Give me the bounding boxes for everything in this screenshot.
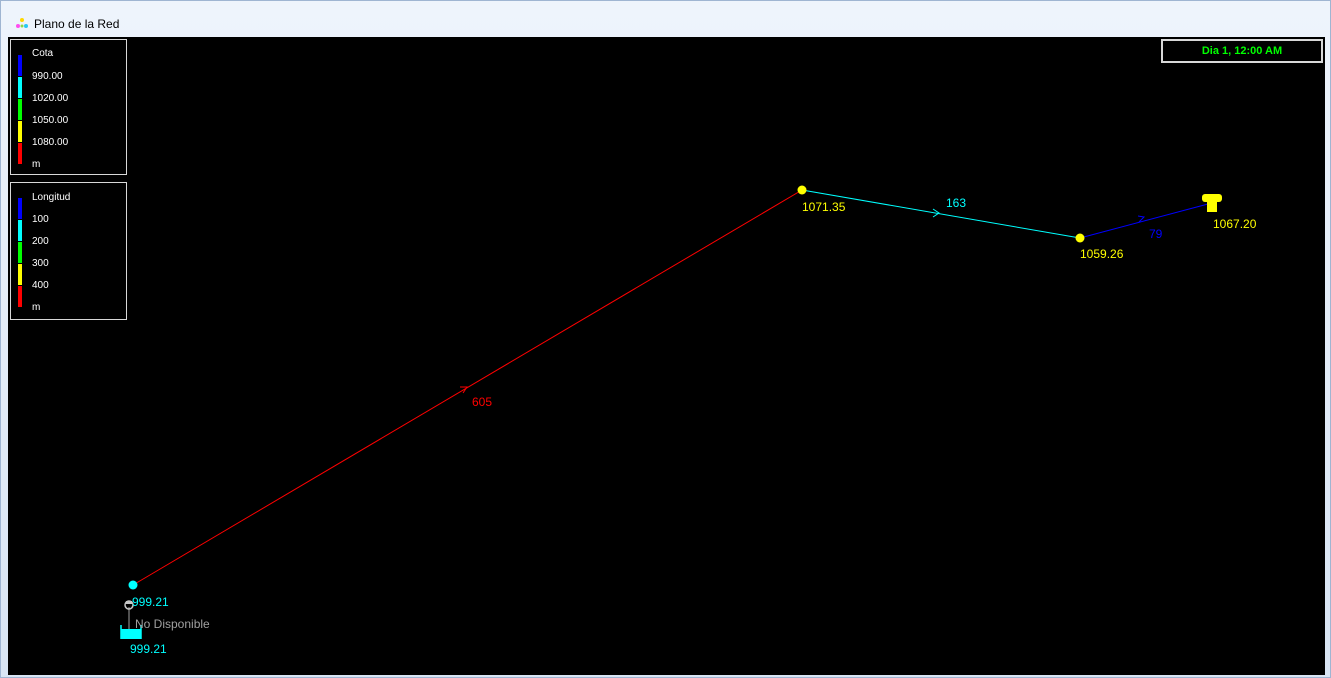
elevation-legend[interactable]: Cota 990.00 1020.00 1050.00 1080.00 m [10,39,127,175]
reservoir-icon[interactable] [120,625,142,639]
network-map-canvas[interactable]: 999.21 1071.35 1059.26 1067.20 999.21 No… [8,37,1325,675]
pump-status-label: No Disponible [135,617,210,631]
legend-color-bar-yellow [18,121,22,142]
elevation-legend-value-3: 1050.00 [32,115,69,126]
pipe-79[interactable] [1079,203,1209,239]
junction-1-elevation-label: 999.21 [132,595,169,609]
junction-node-1[interactable] [128,580,138,590]
legend-color-bar-green [18,242,22,263]
pipe-1-length-label: 605 [472,395,493,409]
legend-color-bar-yellow [18,264,22,285]
junction-node-2[interactable] [797,185,807,195]
pipe-605[interactable] [132,189,803,586]
tank-elevation-label: 1067.20 [1213,217,1257,231]
network-map[interactable] [8,37,1325,675]
legend-color-bar-green [18,99,22,120]
junction-node-3[interactable] [1075,233,1085,243]
legend-color-bar-blue [18,198,22,219]
elevation-legend-unit: m [32,159,41,170]
pump-icon[interactable] [124,600,134,610]
elevation-legend-title: Cota [32,48,54,59]
simulation-time-display[interactable]: Dia 1, 12:00 AM [1161,39,1323,63]
pipe-79-direction-arrow [1137,215,1146,223]
elevation-legend-value-2: 1020.00 [32,93,69,104]
pipe-163-direction-arrow [932,208,940,218]
legend-color-bar-red [18,143,22,164]
pipe-163[interactable] [801,189,1081,239]
length-legend-value-4: 400 [32,280,49,291]
elevation-legend-value-1: 990.00 [32,71,63,82]
length-legend-value-2: 200 [32,236,49,247]
network-map-icon [16,18,28,28]
length-legend-title: Longitud [32,192,71,203]
tank-icon[interactable] [1202,194,1222,212]
legend-color-bar-cyan [18,220,22,241]
length-legend[interactable]: Longitud 100 200 300 400 m [10,182,127,320]
pipe-2-length-label: 163 [946,196,967,210]
legend-color-bar-blue [18,55,22,76]
legend-color-bar-red [18,286,22,307]
pipe-605-direction-arrow [460,386,468,394]
length-legend-unit: m [32,302,41,313]
title-bar[interactable]: Plano de la Red [1,1,1330,35]
reservoir-elevation-label: 999.21 [130,642,167,656]
legend-color-bar-cyan [18,77,22,98]
length-legend-value-1: 100 [32,214,49,225]
elevation-legend-value-4: 1080.00 [32,137,69,148]
junction-3-elevation-label: 1059.26 [1080,247,1124,261]
junction-2-elevation-label: 1071.35 [802,200,846,214]
window-title: Plano de la Red [34,17,120,31]
pipe-3-length-label: 79 [1149,227,1163,241]
length-legend-value-3: 300 [32,258,49,269]
